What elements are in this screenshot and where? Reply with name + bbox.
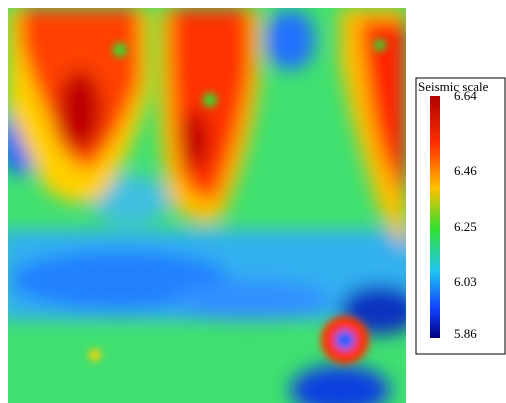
colorbar <box>430 96 440 338</box>
tick-label: 6.46 <box>454 163 477 178</box>
tick-label: 5.86 <box>454 326 477 341</box>
seismic-map <box>0 8 420 403</box>
tick-label: 6.03 <box>454 274 477 289</box>
figure: Seismic scale 6.646.466.256.035.86 <box>0 0 506 403</box>
tick-label: 6.64 <box>454 88 477 103</box>
page: Seismic scale 6.646.466.256.035.86 (() =… <box>0 0 506 403</box>
legend-box <box>416 78 505 354</box>
tick-label: 6.25 <box>454 219 477 234</box>
